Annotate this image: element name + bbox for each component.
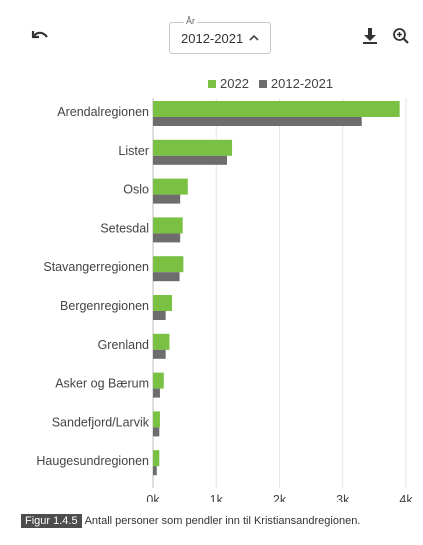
bar (153, 233, 181, 243)
bar (153, 178, 188, 195)
x-tick-label: 3k (336, 493, 350, 502)
category-label: Setesdal (100, 221, 149, 235)
chart-legend: 2022 2012-2021 (208, 76, 333, 91)
chevron-up-icon (249, 32, 259, 44)
bar (153, 155, 228, 165)
bar (153, 427, 160, 437)
bar (153, 388, 160, 398)
category-label: Sandefjord/Larvik (52, 415, 150, 429)
chart-toolbar: År 2012-2021 (0, 0, 423, 70)
legend-label-2012-2021: 2012-2021 (270, 76, 334, 91)
bar (153, 450, 160, 467)
category-label: Asker og Bærum (55, 377, 149, 391)
year-select-value: 2012-2021 (181, 30, 244, 46)
category-label: Grenland (98, 338, 149, 352)
bar (153, 349, 166, 359)
bar (153, 295, 172, 311)
category-label: Stavangerregionen (43, 260, 149, 274)
figure-caption-text: Antall personer som pendler inn til Kris… (84, 515, 361, 527)
year-select[interactable]: År 2012-2021 (169, 15, 271, 54)
category-label: Lister (118, 144, 149, 158)
x-tick-label: 1k (210, 493, 224, 502)
bar (153, 117, 362, 126)
back-arrow-icon[interactable] (28, 24, 52, 48)
legend-swatch-2022 (208, 79, 216, 88)
bar (153, 372, 164, 389)
category-label: Haugesundregionen (36, 454, 149, 468)
category-label: Arendalregionen (57, 105, 149, 119)
bar (153, 101, 400, 117)
figure-number-badge: Figur 1.4.5 (21, 514, 82, 528)
download-icon[interactable] (358, 24, 382, 48)
bar (153, 256, 184, 273)
bar (153, 272, 180, 282)
legend-item-2012-2021[interactable]: 2012-2021 (258, 76, 334, 91)
bar (153, 194, 181, 204)
bar (153, 217, 183, 234)
zoom-icon[interactable] (389, 24, 413, 48)
x-tick-label: 0k (146, 493, 160, 502)
x-tick-label: 4k (399, 493, 413, 502)
year-select-label: År (184, 15, 197, 27)
legend-item-2022[interactable]: 2022 (208, 76, 249, 91)
x-tick-label: 2k (273, 493, 287, 502)
bar (153, 333, 170, 350)
bar (153, 466, 157, 476)
bar (153, 139, 233, 156)
figure-caption: Figur 1.4.5 Antall personer som pendler i… (21, 514, 411, 528)
category-label: Oslo (123, 183, 149, 197)
bar (153, 411, 160, 428)
category-label: Bergenregionen (60, 299, 149, 313)
legend-swatch-2012-2021 (258, 79, 267, 88)
legend-label-2022: 2022 (220, 76, 249, 91)
bar (153, 311, 166, 320)
bar-chart: Arendalregionen Lister Oslo Setesdal Stavang… (36, 98, 413, 502)
